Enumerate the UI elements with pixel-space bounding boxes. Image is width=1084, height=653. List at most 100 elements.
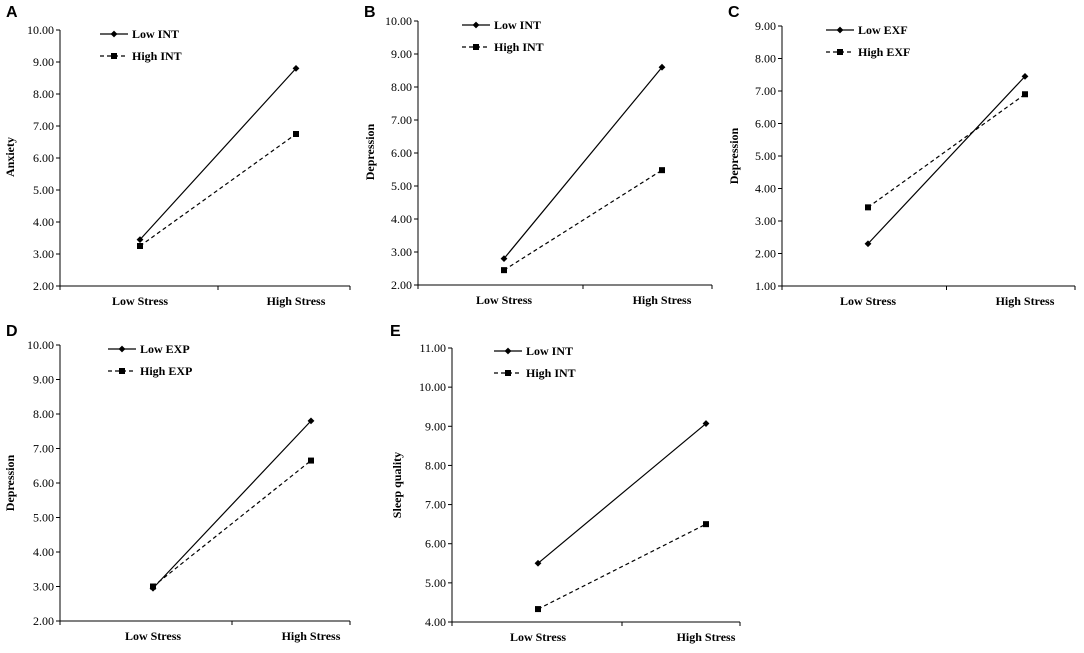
data-point <box>703 521 709 528</box>
y-axis-label: Anxiety <box>3 137 17 177</box>
y-tick-label: 6.00 <box>33 476 54 490</box>
panel-label: B <box>364 4 376 21</box>
series-line-low <box>139 67 297 241</box>
y-tick-label: 3.00 <box>391 245 412 259</box>
series-line-low <box>867 75 1026 245</box>
legend-label: High INT <box>494 40 544 54</box>
series-line-high <box>503 169 663 271</box>
series-line-high <box>537 523 707 610</box>
y-tick-label: 3.00 <box>33 247 54 261</box>
panel-label: D <box>6 323 18 340</box>
x-tick-label: Low Stress <box>125 629 181 643</box>
y-tick-label: 9.00 <box>33 373 54 387</box>
y-tick-label: 4.00 <box>755 182 776 196</box>
y-tick-label: 10.00 <box>27 23 54 37</box>
y-tick-label: 9.00 <box>391 47 412 61</box>
panel-label: E <box>390 323 401 340</box>
x-tick-label: Low Stress <box>112 294 168 308</box>
data-point <box>293 131 299 137</box>
panel-b: B 2.00 3.00 4.00 5.00 6.00 7.00 8.00 9.00 10.00 Lo… <box>363 4 713 307</box>
y-tick-label: 9.00 <box>755 19 776 33</box>
legend-marker <box>119 368 125 374</box>
y-tick-label: 8.00 <box>755 52 776 66</box>
panel-a: A 2.00 3.00 4.00 5.00 6.00 7.00 8.00 9.00 10.00 Lo… <box>3 4 351 308</box>
y-tick-label: 8.00 <box>391 80 412 94</box>
data-point <box>307 417 315 425</box>
y-tick-label: 5.00 <box>33 183 54 197</box>
legend-label: High INT <box>132 49 182 63</box>
y-tick-label: 8.00 <box>33 407 54 421</box>
y-tick-label: 10.00 <box>385 14 412 28</box>
y-tick-label: 8.00 <box>33 87 54 101</box>
legend-label: Low INT <box>494 18 541 32</box>
data-point <box>535 606 541 613</box>
legend-label: Low INT <box>526 344 573 358</box>
legend-marker <box>837 49 843 55</box>
y-tick-label: 2.00 <box>755 247 776 261</box>
legend-label: Low INT <box>132 27 179 41</box>
x-tick-label: High Stress <box>267 294 326 308</box>
legend-marker <box>111 53 117 59</box>
y-tick-label: 4.00 <box>425 615 446 629</box>
data-point <box>1022 91 1028 98</box>
data-point <box>534 559 542 567</box>
data-point <box>658 63 666 71</box>
panel-e: E 4.00 5.00 6.00 7.00 8.00 9.00 10.00 11.00 Low S… <box>390 323 741 644</box>
y-tick-label: 6.00 <box>755 117 776 131</box>
x-tick-label: High Stress <box>677 630 736 644</box>
data-point <box>865 204 871 211</box>
data-point <box>501 267 507 274</box>
y-tick-label: 10.00 <box>419 380 446 394</box>
data-point <box>659 167 665 174</box>
y-tick-label: 4.00 <box>33 545 54 559</box>
legend-marker <box>504 347 512 355</box>
y-tick-label: 7.00 <box>33 442 54 456</box>
data-point <box>137 243 143 249</box>
y-tick-label: 7.00 <box>33 119 54 133</box>
series-line-low <box>503 66 663 259</box>
data-point <box>150 583 156 590</box>
y-tick-label: 1.00 <box>755 279 776 293</box>
y-tick-label: 7.00 <box>391 113 412 127</box>
y-tick-label: 2.00 <box>33 279 54 293</box>
y-tick-label: 11.00 <box>419 341 446 355</box>
data-point <box>500 255 508 262</box>
y-tick-label: 6.00 <box>425 537 446 551</box>
series-line-high <box>139 133 297 247</box>
data-point <box>308 457 314 464</box>
data-point <box>864 240 872 248</box>
y-tick-label: 7.00 <box>425 498 446 512</box>
y-tick-label: 2.00 <box>33 614 54 628</box>
y-axis-label: Depression <box>727 127 741 184</box>
y-tick-label: 9.00 <box>33 55 54 69</box>
y-axis-label: Depression <box>363 123 377 180</box>
series-line-high <box>867 93 1026 208</box>
data-point <box>702 420 710 427</box>
legend-marker <box>110 30 118 38</box>
y-tick-label: 6.00 <box>391 146 412 160</box>
legend-label: High INT <box>526 366 576 380</box>
x-tick-label: Low Stress <box>510 630 566 644</box>
y-tick-label: 7.00 <box>755 84 776 98</box>
y-tick-label: 5.00 <box>391 179 412 193</box>
legend-label: High EXF <box>858 45 910 59</box>
legend-label: High EXP <box>140 364 192 378</box>
x-tick-label: Low Stress <box>476 293 532 307</box>
panel-label: A <box>6 4 18 21</box>
y-tick-label: 5.00 <box>425 576 446 590</box>
series-line-low <box>152 420 312 589</box>
legend-marker <box>118 345 126 353</box>
legend-label: Low EXP <box>140 342 190 356</box>
series-line-low <box>537 423 707 564</box>
data-point <box>136 236 144 243</box>
y-tick-label: 10.00 <box>27 338 54 352</box>
legend-marker <box>505 370 511 376</box>
y-axis-label: Depression <box>3 454 17 511</box>
x-tick-label: High Stress <box>633 293 692 307</box>
x-tick-label: High Stress <box>996 294 1055 308</box>
x-tick-label: High Stress <box>282 629 341 643</box>
y-tick-label: 3.00 <box>755 214 776 228</box>
y-tick-label: 4.00 <box>391 212 412 226</box>
x-tick-label: Low Stress <box>840 294 896 308</box>
